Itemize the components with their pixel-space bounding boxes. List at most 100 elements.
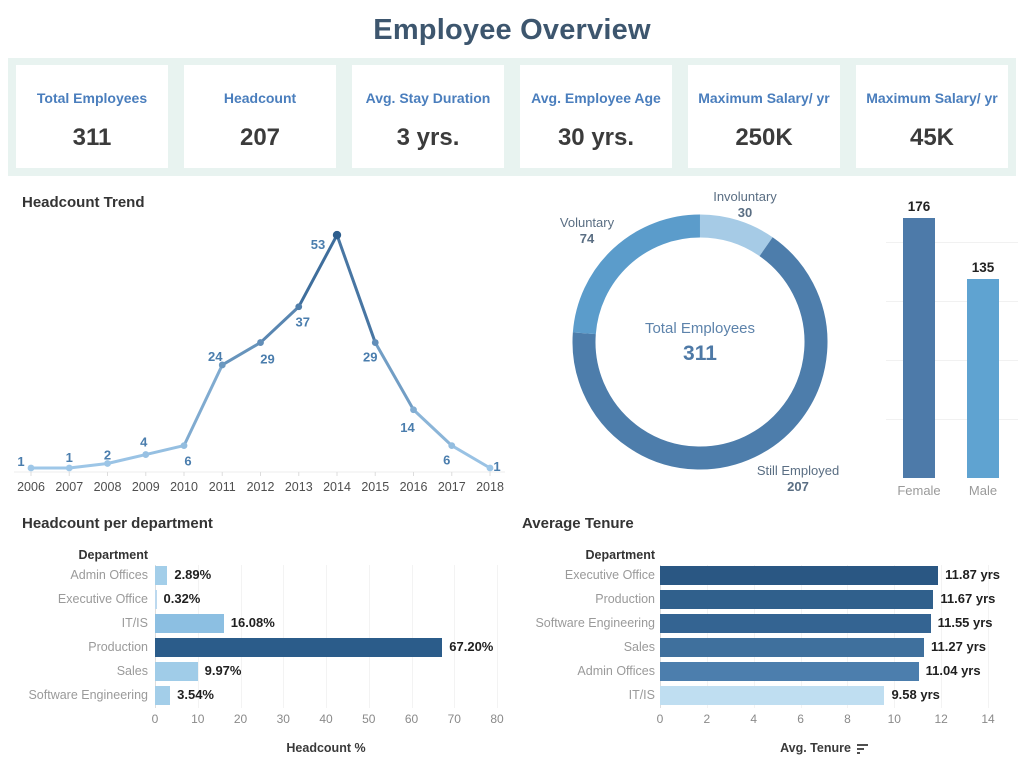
data-point-label: 37 [296, 315, 310, 330]
tenure-column-header: Department [585, 548, 655, 562]
bar-production[interactable] [155, 637, 443, 657]
gridline [894, 565, 896, 708]
kpi-label: Headcount [223, 90, 297, 106]
data-point[interactable] [295, 303, 303, 311]
line-segment [297, 233, 339, 309]
data-point-label: 1 [66, 450, 73, 465]
line-segment [182, 363, 224, 448]
x-tick-label: 10 [887, 712, 901, 726]
row-label-executive-office: Executive Office [57, 592, 148, 606]
donut-center-value: 311 [683, 342, 717, 365]
year-label: 2008 [94, 480, 122, 494]
line-segment [412, 408, 454, 448]
x-tick-label: 14 [981, 712, 995, 726]
x-tick-label: 80 [490, 712, 504, 726]
bar-value-label: 67.20% [449, 639, 494, 654]
kpi-value: 207 [239, 124, 281, 151]
data-point[interactable] [257, 339, 264, 346]
data-point[interactable] [65, 464, 73, 472]
x-tick-label: 60 [404, 712, 419, 726]
x-tick-label: 70 [447, 712, 461, 726]
data-point[interactable] [180, 442, 188, 449]
gender-bar-chart: 176 Female 135 Male [880, 199, 1024, 500]
data-point[interactable] [218, 361, 226, 369]
bar-value-label: 0.32% [163, 591, 201, 606]
gridline [197, 565, 199, 708]
gridline [660, 565, 661, 708]
section-title-headcount-trend: Headcount Trend [22, 194, 145, 211]
donut-slice-voluntary[interactable] [572, 214, 701, 335]
gridline [706, 565, 708, 708]
row-label-it-is: IT/IS [628, 688, 655, 702]
termination-donut-chart: Involuntary 30 Voluntary 74 Still Employed 20… [540, 185, 870, 497]
gridline [155, 565, 156, 708]
bar-value-label: 2.89% [174, 567, 212, 582]
bar-executive-office[interactable] [155, 589, 157, 609]
year-label: 2017 [438, 480, 466, 494]
bar-software-engineering[interactable] [155, 685, 171, 705]
bar-executive-office[interactable] [660, 565, 939, 585]
year-label: 2012 [247, 480, 275, 494]
gridline [941, 565, 943, 708]
x-tick-label: 10 [191, 712, 205, 726]
bar-it-is[interactable] [660, 685, 885, 705]
kpi-value: 30 yrs. [557, 124, 635, 151]
dept-column-header: Department [78, 548, 148, 562]
kpi-label: Total Employees [36, 90, 148, 106]
data-point[interactable] [371, 339, 379, 346]
gridline [497, 565, 498, 708]
bar-software-engineering[interactable] [660, 613, 931, 633]
gender-bar-male[interactable] [967, 278, 999, 478]
donut-slice-involuntary[interactable] [699, 214, 773, 257]
average-tenure-chart: Department Avg. Tenure 0 2 4 6 8 10 12 14 Execut… [512, 510, 1024, 768]
data-point[interactable] [486, 464, 494, 472]
data-point[interactable] [104, 460, 111, 467]
bar-it-is[interactable] [155, 613, 224, 633]
gridline [326, 565, 327, 708]
section-title-headcount-dept: Headcount per department [22, 515, 213, 532]
line-segment [335, 233, 377, 345]
bar-value-label: 9.58 yrs [891, 687, 940, 702]
bar-sales[interactable] [660, 637, 925, 657]
line-segment [106, 453, 148, 466]
x-tick-label: 8 [844, 712, 851, 726]
data-point[interactable] [142, 451, 150, 458]
year-label: 2013 [285, 480, 313, 494]
data-point-label: 6 [443, 453, 450, 468]
kpi-band: Total Employees 311 Headcount 207 Avg. Stay … [8, 58, 1016, 176]
line-chart-svg: 2006 2007 2008 2009 2010 2011 2012 2013 2014 2015… [14, 230, 505, 494]
kpi-card-6: Maximum Salary/ yr 45K [856, 65, 1008, 168]
x-tick-label: 12 [934, 712, 948, 726]
year-label: 2014 [323, 480, 351, 494]
gender-category-label: Female [897, 483, 941, 498]
kpi-card-4: Avg. Employee Age 30 yrs. [520, 65, 672, 168]
kpi-label: Avg. Employee Age [531, 90, 661, 106]
line-segment [220, 341, 262, 367]
line-segment [144, 444, 186, 457]
row-label-sales: Sales [116, 664, 148, 678]
bar-sales[interactable] [155, 661, 198, 681]
data-point-label: 29 [363, 350, 377, 365]
bar-admin-offices[interactable] [155, 565, 168, 585]
donut-slice-still-employed[interactable] [572, 237, 828, 470]
gender-category-label: Male [968, 483, 998, 498]
data-point[interactable] [27, 464, 35, 472]
x-tick-label: 4 [750, 712, 758, 726]
gridline [240, 565, 242, 708]
page-title: Employee Overview [373, 14, 651, 46]
row-label-sales: Sales [623, 640, 655, 654]
kpi-value: 311 [72, 124, 112, 151]
bar-production[interactable] [660, 589, 934, 609]
gridline [886, 300, 1018, 302]
data-point[interactable] [448, 442, 456, 449]
year-label: 2007 [55, 480, 83, 494]
data-point[interactable] [410, 406, 417, 414]
sort-descending-icon[interactable] [856, 743, 868, 754]
bar-admin-offices[interactable] [660, 661, 919, 681]
gender-bar-female[interactable] [903, 218, 935, 478]
x-tick-label: 0 [656, 712, 664, 726]
year-label: 2011 [209, 480, 236, 494]
row-label-software-engineering: Software Engineering [28, 688, 148, 702]
data-point[interactable] [332, 230, 342, 240]
